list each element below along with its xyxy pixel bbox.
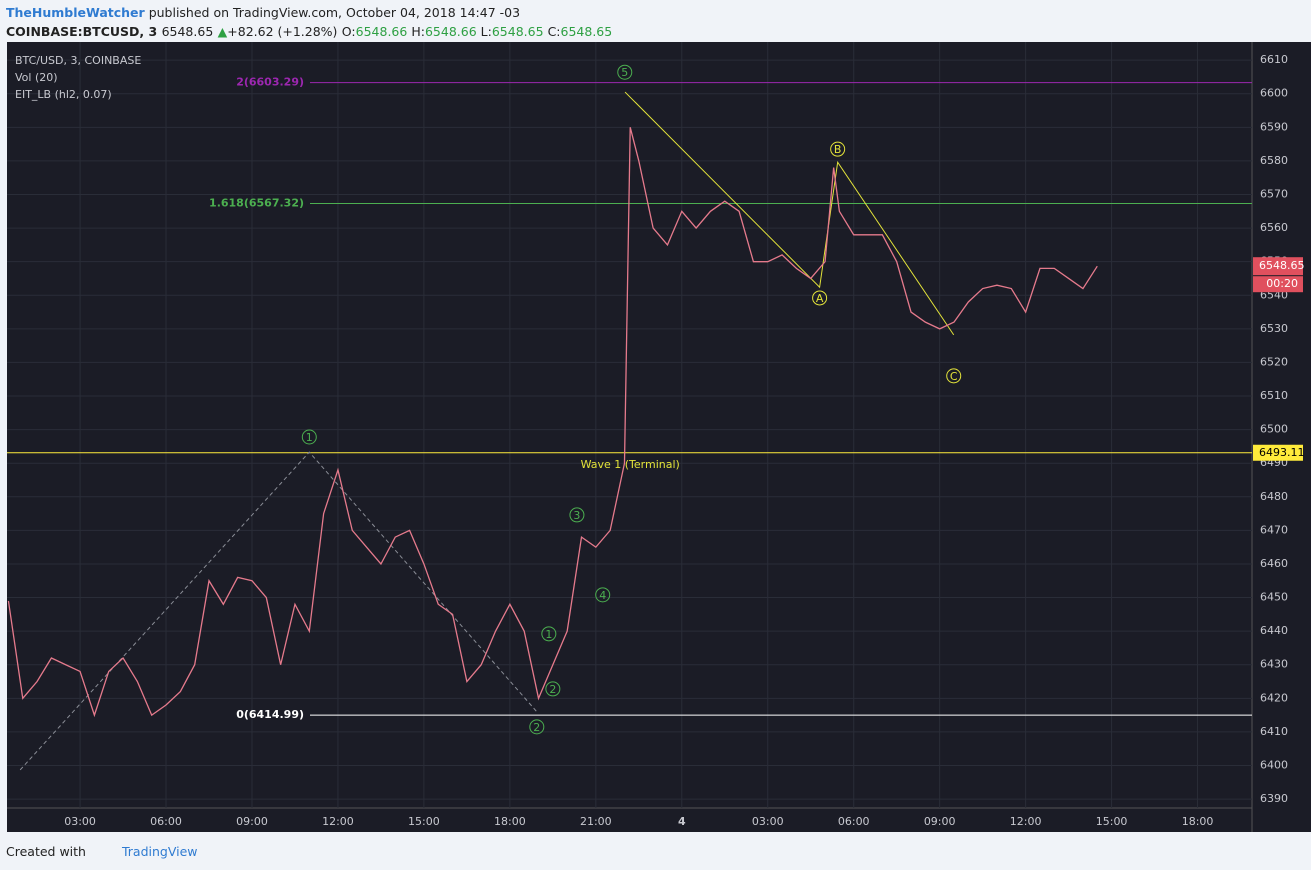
plot: 2(6603.29) 1.618(6567.32) 0(6414.99) Wave 1… bbox=[7, 64, 1252, 771]
ohlc-value: 6548.65 bbox=[491, 24, 544, 39]
symbol: COINBASE:BTCUSD, 3 bbox=[6, 24, 158, 39]
x-tick-label: 03:00 bbox=[64, 815, 96, 828]
legend-entry: BTC/USD, 3, COINBASE bbox=[15, 54, 141, 67]
last-price: 6548.65 bbox=[1259, 259, 1305, 272]
wave-label: A bbox=[816, 292, 824, 305]
wave-label: 5 bbox=[621, 66, 628, 79]
y-tick-label: 6570 bbox=[1260, 187, 1288, 200]
ohlc-label: C: bbox=[547, 24, 561, 39]
legend-entry: Vol (20) bbox=[15, 71, 58, 84]
x-tick-label: 15:00 bbox=[1096, 815, 1128, 828]
change: +82.62 (+1.28%) bbox=[227, 24, 338, 39]
x-tick-label: 06:00 bbox=[838, 815, 870, 828]
wave-circle bbox=[529, 719, 545, 735]
created: Created with bbox=[6, 844, 86, 859]
countdown-box bbox=[1253, 276, 1303, 293]
y-tick-label: 6460 bbox=[1260, 557, 1288, 570]
y-tick-label: 6520 bbox=[1260, 355, 1288, 368]
published: published on TradingView.com, October 04… bbox=[148, 5, 521, 20]
quote-line: COINBASE:BTCUSD, 3 6548.65 ▲+82.62 (+1.2… bbox=[6, 22, 616, 41]
y-tick-label: 6400 bbox=[1260, 758, 1288, 771]
wave-label: 2 bbox=[533, 721, 540, 734]
y-tick-label: 6450 bbox=[1260, 591, 1288, 604]
y-tick-label: 6430 bbox=[1260, 658, 1288, 671]
price-line bbox=[7, 127, 1098, 718]
x-tick-label: 12:00 bbox=[1010, 815, 1042, 828]
wave-circle bbox=[541, 626, 557, 642]
ohlc-label: L: bbox=[480, 24, 492, 39]
wave-label: 1 bbox=[545, 628, 552, 641]
ohlc-value: 6548.66 bbox=[424, 24, 477, 39]
grid bbox=[7, 42, 1252, 808]
ohlc-value: 6548.65 bbox=[560, 24, 613, 39]
x-tick-label: 21:00 bbox=[580, 815, 612, 828]
wave-label: C bbox=[950, 370, 958, 383]
ohlc-label: H: bbox=[411, 24, 425, 39]
y-tick-label: 6580 bbox=[1260, 154, 1288, 167]
y-tick-label: 6560 bbox=[1260, 221, 1288, 234]
y-tick-label: 6390 bbox=[1260, 792, 1288, 805]
footer: Created with TradingView bbox=[6, 844, 198, 859]
y-tick-label: 6470 bbox=[1260, 523, 1288, 536]
y-tick-label: 6590 bbox=[1260, 120, 1288, 133]
wave-label: 1 bbox=[306, 431, 313, 444]
last-price-tag bbox=[1253, 257, 1303, 276]
y-tick-label: 6480 bbox=[1260, 490, 1288, 503]
ohlc-label: O: bbox=[341, 24, 356, 39]
publish-line: TheHumbleWatcher published on TradingVie… bbox=[6, 3, 616, 22]
level-label: 2(6603.29) bbox=[236, 76, 304, 89]
y-tick-label: 6440 bbox=[1260, 624, 1288, 637]
wave-circle bbox=[545, 681, 561, 697]
y-tick-label: 6510 bbox=[1260, 389, 1288, 402]
countdown: 00:20 bbox=[1266, 277, 1298, 290]
price-tag bbox=[1253, 444, 1303, 461]
level-label: 0(6414.99) bbox=[236, 708, 304, 721]
wave-circle bbox=[301, 429, 317, 445]
wave-label: B bbox=[834, 143, 842, 156]
y-tick-label: 6610 bbox=[1260, 53, 1288, 66]
x-tick-label: 18:00 bbox=[494, 815, 526, 828]
ohlc-value: 6548.66 bbox=[355, 24, 408, 39]
x-tick-label: 18:00 bbox=[1182, 815, 1214, 828]
wave-circle bbox=[569, 507, 585, 523]
brand[interactable]: TradingView bbox=[121, 844, 198, 859]
wave-label: 3 bbox=[573, 509, 580, 522]
wave-label: 2 bbox=[549, 683, 556, 696]
ohlc: O:6548.66 H:6548.66 L:6548.65 C:6548.65 bbox=[342, 24, 616, 39]
x-tick-label: 12:00 bbox=[322, 815, 354, 828]
x-tick-label: 09:00 bbox=[924, 815, 956, 828]
y-tick-label: 6600 bbox=[1260, 87, 1288, 100]
last: 6548.65 bbox=[161, 24, 214, 39]
y-tick-label: 6500 bbox=[1260, 423, 1288, 436]
wave-circle bbox=[830, 141, 846, 157]
header: TheHumbleWatcher published on TradingVie… bbox=[6, 3, 616, 41]
y-tick-label: 6410 bbox=[1260, 725, 1288, 738]
author[interactable]: TheHumbleWatcher bbox=[6, 5, 145, 20]
x-tick-label: 15:00 bbox=[408, 815, 440, 828]
wave-circle bbox=[617, 64, 633, 80]
wave-label: 4 bbox=[599, 589, 606, 602]
legend-entry: EIT_LB (hl2, 0.07) bbox=[15, 88, 112, 101]
x-tick-label: 4 bbox=[678, 815, 686, 828]
level-label: 1.618(6567.32) bbox=[209, 196, 304, 209]
wave-circle bbox=[595, 587, 611, 603]
y-tick-label: 6530 bbox=[1260, 322, 1288, 335]
x-tick-label: 06:00 bbox=[150, 815, 182, 828]
y-tick-label: 6420 bbox=[1260, 691, 1288, 704]
wave-circle bbox=[946, 368, 962, 384]
arrow: ▲ bbox=[217, 24, 228, 39]
x-tick-label: 03:00 bbox=[752, 815, 784, 828]
wave-circle bbox=[812, 290, 828, 306]
chart-bg bbox=[7, 42, 1311, 832]
annotation: Wave 1 (Terminal) bbox=[581, 458, 680, 471]
price-tag-label: 6493.11 bbox=[1259, 446, 1305, 459]
x-tick-label: 09:00 bbox=[236, 815, 268, 828]
